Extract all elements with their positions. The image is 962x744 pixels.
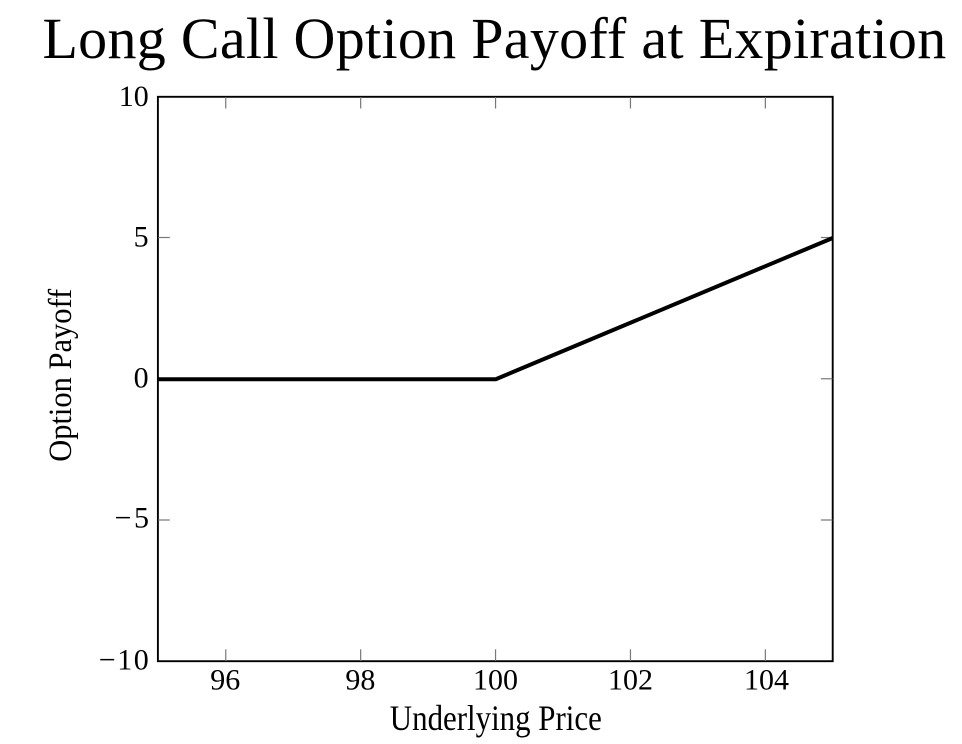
svg-text:10: 10	[119, 80, 149, 113]
svg-text:98: 98	[345, 664, 375, 697]
svg-text:Option Payoff: Option Payoff	[43, 289, 79, 462]
svg-text:Long Call Option Payoff at Exp: Long Call Option Payoff at Expiration	[42, 6, 946, 71]
svg-text:96: 96	[210, 664, 240, 697]
svg-text:100: 100	[473, 664, 518, 697]
svg-text:−10: −10	[99, 644, 149, 677]
svg-text:0: 0	[134, 362, 149, 395]
svg-text:5: 5	[134, 221, 149, 254]
svg-text:104: 104	[744, 664, 789, 697]
svg-text:Underlying Price: Underlying Price	[390, 698, 602, 738]
svg-text:−5: −5	[115, 502, 150, 535]
svg-text:102: 102	[608, 664, 653, 697]
